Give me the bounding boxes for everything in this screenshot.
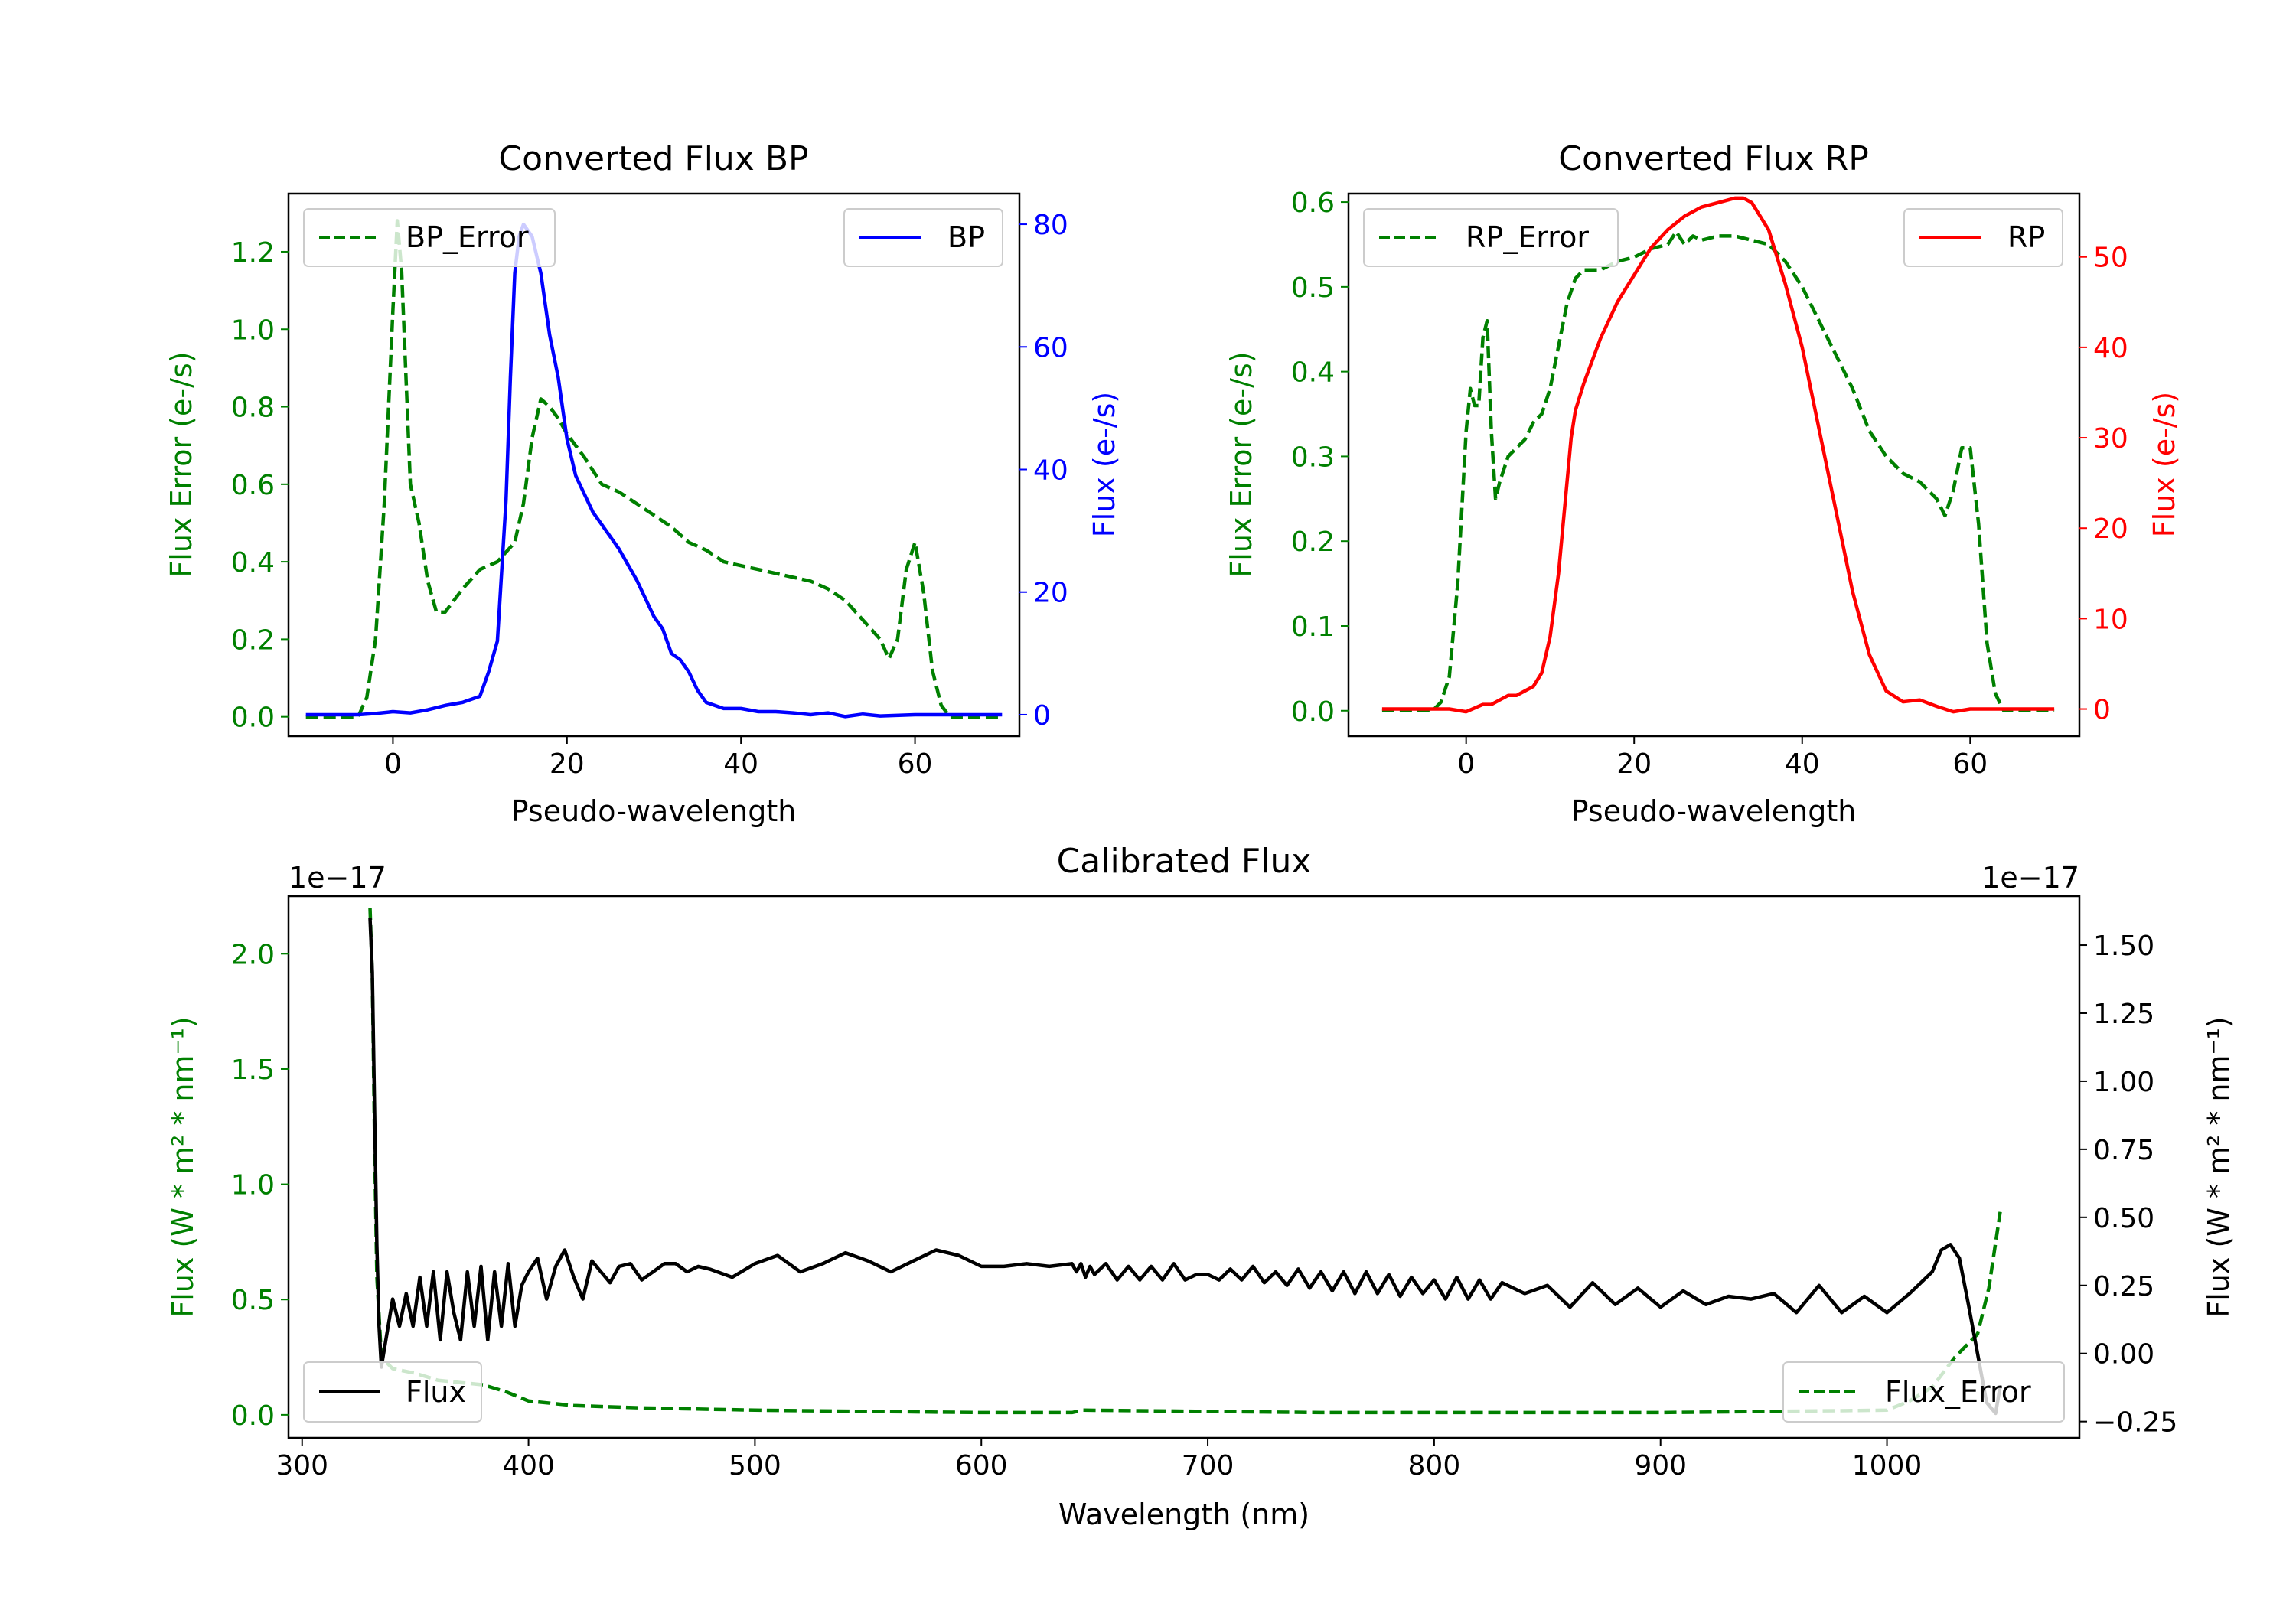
bp-plot-frame bbox=[287, 192, 1021, 738]
rp-ytick-left-label: 0.5 bbox=[1291, 272, 1335, 304]
rp-xtick-label: 0 bbox=[1457, 748, 1475, 780]
bp-ylabel-left: Flux Error (e-/s) bbox=[165, 351, 198, 577]
calibrated-offset-right: 1e−17 bbox=[1981, 861, 2079, 895]
rp-rp-line bbox=[1381, 196, 2055, 714]
rp-ytick-left-label: 0.6 bbox=[1291, 187, 1335, 219]
bp-ytick-right-label: 20 bbox=[1033, 578, 1068, 609]
bp-xtick-label: 40 bbox=[723, 748, 758, 780]
calibrated-ytick-right-label: 1.50 bbox=[2093, 931, 2154, 962]
calibrated-ylabel-right: Flux (W * m² * nm⁻¹) bbox=[2202, 1016, 2236, 1317]
rp-ytick-right-label: 40 bbox=[2093, 333, 2128, 364]
calibrated-xtick-label: 500 bbox=[729, 1450, 781, 1482]
calibrated-xtick-label: 900 bbox=[1634, 1450, 1687, 1482]
calibrated-flux-line bbox=[368, 918, 2002, 1416]
calibrated-xtick-label: 300 bbox=[276, 1450, 328, 1482]
rp-ytick-left-label: 0.4 bbox=[1291, 357, 1335, 389]
calibrated-ytick-left-label: 1.5 bbox=[231, 1054, 275, 1086]
bp-flux-legend: BP bbox=[843, 208, 1003, 267]
rp-error-legend-label: RP_Error bbox=[1466, 220, 1589, 254]
bp-xlabel: Pseudo-wavelength bbox=[511, 794, 797, 828]
rp-xtick-label: 60 bbox=[1952, 748, 1988, 780]
calibrated-ylabel-left: Flux (W * m² * nm⁻¹) bbox=[166, 1016, 200, 1317]
rp-ytick-left-label: 0.2 bbox=[1291, 526, 1335, 558]
calibrated-panel: Calibrated Flux 300 400 500 600 700 800 900 100… bbox=[166, 842, 2236, 1531]
bp-bp-line bbox=[305, 222, 1003, 719]
bp-ytick-right-label: 60 bbox=[1033, 332, 1068, 363]
rp-xlabel: Pseudo-wavelength bbox=[1571, 794, 1857, 828]
rp-title: Converted Flux RP bbox=[1558, 139, 1869, 178]
calibrated-title: Calibrated Flux bbox=[1057, 842, 1312, 881]
rp-plot-frame bbox=[1347, 192, 2081, 738]
rp-ytick-right-label: 20 bbox=[2093, 513, 2128, 545]
rp-panel: Converted Flux RP 0 20 40 60 0.0 0.1 0.2 0.3 0.… bbox=[1225, 139, 2181, 828]
rp-ytick-right-label: 50 bbox=[2093, 243, 2128, 274]
calibrated-error-legend: Flux_Error bbox=[1782, 1361, 2065, 1423]
bp-error-legend-label: BP_Error bbox=[406, 220, 529, 254]
bp-title: Converted Flux BP bbox=[498, 139, 808, 178]
rp-ytick-left-label: 0.0 bbox=[1291, 696, 1335, 728]
rp-xtick-label: 20 bbox=[1616, 748, 1652, 780]
calibrated-ytick-left-label: 1.0 bbox=[231, 1170, 275, 1201]
rp-ytick-left-label: 0.3 bbox=[1291, 442, 1335, 473]
rp-ytick-right-label: 30 bbox=[2093, 423, 2128, 455]
rp-ytick-right-label: 0 bbox=[2093, 695, 2111, 726]
rp-ytick-left-label: 0.1 bbox=[1291, 611, 1335, 643]
calibrated-ytick-left-label: 0.0 bbox=[231, 1400, 275, 1432]
calibrated-ytick-left-label: 0.5 bbox=[231, 1285, 275, 1316]
rp-xtick-label: 40 bbox=[1785, 748, 1820, 780]
bp-ytick-right-label: 80 bbox=[1033, 210, 1068, 241]
bp-xtick-label: 20 bbox=[550, 748, 585, 780]
bp-ytick-left-label: 0.0 bbox=[231, 702, 275, 734]
calibrated-xlabel: Wavelength (nm) bbox=[1058, 1498, 1309, 1531]
calibrated-ytick-right-label: 0.50 bbox=[2093, 1203, 2154, 1234]
bp-flux-legend-label: BP bbox=[947, 220, 985, 254]
rp-flux-legend-label: RP bbox=[2007, 220, 2045, 254]
bp-ytick-left-label: 0.6 bbox=[231, 470, 275, 501]
rp-rp-error-line bbox=[1381, 230, 2055, 713]
calibrated-xtick-label: 700 bbox=[1182, 1450, 1234, 1482]
rp-flux-legend: RP bbox=[1903, 208, 2063, 267]
calibrated-ytick-right-label: 1.00 bbox=[2093, 1067, 2154, 1098]
calibrated-ytick-right-label: 1.25 bbox=[2093, 999, 2154, 1030]
bp-xtick-label: 0 bbox=[384, 748, 402, 780]
calibrated-ytick-right-label: 0.75 bbox=[2093, 1135, 2154, 1166]
calibrated-ytick-right-label: 0.00 bbox=[2093, 1339, 2154, 1371]
calibrated-xtick-label: 600 bbox=[955, 1450, 1008, 1482]
bp-ytick-right-label: 40 bbox=[1033, 455, 1068, 487]
calibrated-flux-legend: Flux bbox=[303, 1361, 482, 1423]
calibrated-offset-left: 1e−17 bbox=[289, 861, 386, 895]
bp-error-legend: BP_Error bbox=[303, 208, 556, 267]
bp-ytick-left-label: 0.8 bbox=[231, 393, 275, 424]
bp-panel: Converted Flux BP 0 20 40 60 0.0 0.2 0.4 0.6 0.… bbox=[165, 139, 1121, 828]
calibrated-error-legend-label: Flux_Error bbox=[1885, 1375, 2031, 1409]
bp-ytick-left-label: 1.2 bbox=[231, 237, 275, 269]
bp-ytick-left-label: 0.2 bbox=[231, 624, 275, 656]
bp-xtick-label: 60 bbox=[898, 748, 933, 780]
calibrated-ytick-left-label: 2.0 bbox=[231, 939, 275, 970]
calibrated-ytick-right-label: 0.25 bbox=[2093, 1271, 2154, 1302]
bp-ytick-left-label: 0.4 bbox=[231, 547, 275, 579]
rp-ylabel-left: Flux Error (e-/s) bbox=[1225, 351, 1258, 577]
bp-ylabel-right: Flux (e-/s) bbox=[1088, 392, 1121, 537]
calibrated-xtick-label: 1000 bbox=[1852, 1450, 1923, 1482]
bp-bp-error-line bbox=[305, 219, 1003, 719]
calibrated-xtick-label: 800 bbox=[1408, 1450, 1461, 1482]
rp-ylabel-right: Flux (e-/s) bbox=[2148, 392, 2181, 537]
calibrated-plot-frame bbox=[287, 895, 2081, 1439]
rp-error-legend: RP_Error bbox=[1363, 208, 1619, 267]
calibrated-flux-error-line bbox=[368, 908, 2002, 1415]
bp-ytick-right-label: 0 bbox=[1033, 700, 1051, 732]
calibrated-ytick-right-label: −0.25 bbox=[2093, 1407, 2177, 1439]
calibrated-xtick-label: 400 bbox=[502, 1450, 555, 1482]
calibrated-flux-legend-label: Flux bbox=[406, 1375, 466, 1409]
rp-ytick-right-label: 10 bbox=[2093, 604, 2128, 635]
bp-ytick-left-label: 1.0 bbox=[231, 315, 275, 346]
